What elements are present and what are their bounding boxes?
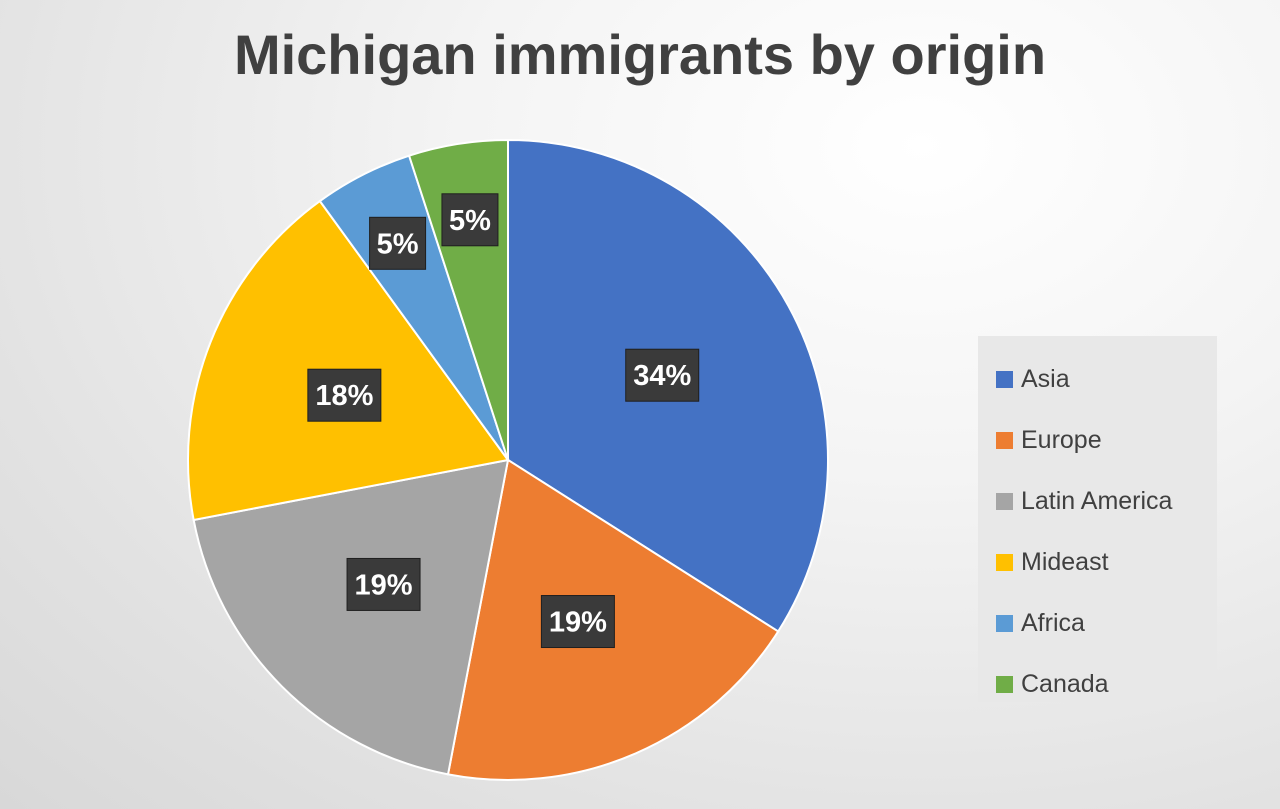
legend-item-canada: Canada bbox=[978, 654, 1217, 715]
data-label-text: 19% bbox=[549, 607, 607, 639]
chart-legend: Asia Europe Latin America Mideast Africa Cana… bbox=[978, 336, 1217, 702]
legend-item-africa: Africa bbox=[978, 593, 1217, 654]
legend-label: Latin America bbox=[1021, 487, 1173, 515]
legend-swatch bbox=[996, 493, 1013, 510]
chart-title: Michigan immigrants by origin bbox=[233, 23, 1047, 86]
data-label-canada: 5% bbox=[441, 193, 499, 247]
legend-item-latin-america: Latin America bbox=[978, 471, 1217, 532]
legend-swatch bbox=[996, 371, 1013, 388]
data-label-latin-america: 19% bbox=[346, 557, 421, 611]
legend-swatch bbox=[996, 554, 1013, 571]
data-label-europe: 19% bbox=[540, 595, 615, 649]
data-label-box bbox=[346, 557, 421, 611]
legend-label: Canada bbox=[1021, 670, 1109, 698]
legend-label: Europe bbox=[1021, 426, 1102, 454]
data-label-box bbox=[369, 216, 427, 270]
legend-label: Mideast bbox=[1021, 548, 1109, 576]
data-label-box bbox=[441, 193, 499, 247]
legend-label: Asia bbox=[1021, 365, 1070, 393]
data-label-text: 18% bbox=[315, 380, 373, 412]
data-label-mideast: 18% bbox=[307, 368, 382, 422]
data-label-text: 5% bbox=[377, 228, 419, 260]
legend-swatch bbox=[996, 432, 1013, 449]
data-label-text: 34% bbox=[633, 360, 691, 392]
data-label-text: 5% bbox=[449, 205, 491, 237]
legend-item-asia: Asia bbox=[978, 349, 1217, 410]
data-label-box bbox=[307, 368, 382, 422]
legend-swatch bbox=[996, 676, 1013, 693]
pie-slice-mideast bbox=[187, 199, 510, 522]
data-label-box bbox=[625, 348, 700, 402]
legend-item-mideast: Mideast bbox=[978, 532, 1217, 593]
legend-label: Africa bbox=[1021, 609, 1085, 637]
data-label-asia: 34% bbox=[625, 348, 700, 402]
data-label-box bbox=[540, 595, 615, 649]
pie-slice-latin-america bbox=[192, 458, 510, 776]
data-label-text: 19% bbox=[355, 569, 413, 601]
legend-item-europe: Europe bbox=[978, 410, 1217, 471]
legend-swatch bbox=[996, 615, 1013, 632]
data-label-africa: 5% bbox=[369, 216, 427, 270]
